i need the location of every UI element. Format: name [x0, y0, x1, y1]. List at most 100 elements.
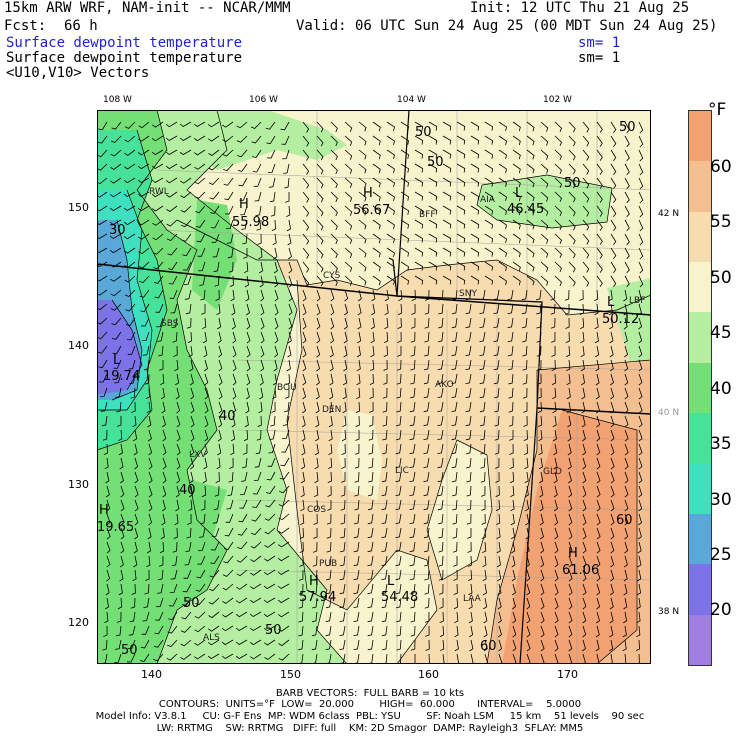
wind-barb — [194, 625, 206, 633]
wind-barb — [260, 345, 265, 358]
lon-label-104w: 104 W — [397, 95, 426, 105]
wind-barb — [480, 485, 486, 497]
contour-label: 50 — [427, 155, 444, 170]
wind-barb — [554, 149, 562, 161]
wind-barb — [465, 331, 472, 342]
wind-barb — [636, 583, 642, 596]
wind-barb — [498, 261, 507, 271]
wind-barb — [180, 177, 192, 184]
wind-barb — [624, 233, 630, 246]
wind-barb — [456, 135, 466, 145]
wind-barb — [131, 583, 136, 595]
wind-barb — [554, 205, 562, 217]
wind-barb — [596, 163, 603, 175]
wind-barb — [442, 177, 452, 187]
wind-barb — [400, 149, 410, 159]
wind-barb — [582, 457, 587, 470]
wind-barb — [467, 528, 472, 539]
wind-barb — [580, 345, 585, 358]
wind-barb — [312, 597, 318, 609]
wind-barb — [115, 639, 122, 650]
wind-barb — [483, 625, 488, 638]
colorbar-label: 40 — [710, 379, 732, 399]
wind-barb — [288, 289, 293, 302]
wind-barb — [594, 331, 599, 344]
wind-barb — [113, 359, 122, 369]
wind-barb — [554, 597, 559, 610]
wind-barb — [182, 597, 192, 606]
wind-barb — [410, 317, 416, 329]
wind-barb — [104, 611, 109, 624]
wind-barb — [156, 597, 164, 608]
wind-barb — [582, 485, 587, 498]
wind-barb — [624, 499, 629, 512]
wind-barb — [222, 135, 234, 143]
wind-barb — [106, 541, 111, 554]
wind-barb — [539, 499, 544, 512]
wind-barb — [340, 527, 346, 539]
wind-barb — [202, 317, 207, 330]
wind-barb — [470, 205, 480, 215]
wind-barb — [582, 219, 590, 231]
wind-barb — [249, 597, 262, 604]
wind-barb — [550, 289, 556, 301]
wind-barb — [330, 303, 335, 316]
wind-barb — [442, 121, 452, 131]
wind-barb — [596, 471, 601, 484]
wind-barb — [383, 345, 388, 357]
wind-barb — [568, 149, 576, 161]
wind-barb — [340, 499, 346, 511]
wind-barb — [511, 569, 516, 582]
wind-barb — [195, 583, 206, 592]
wind-barb — [582, 177, 590, 189]
wind-barb — [451, 401, 458, 412]
wind-barb — [279, 471, 290, 480]
wind-barb — [410, 345, 416, 357]
wind-barb — [278, 639, 290, 647]
wind-barb — [610, 401, 615, 414]
wind-barb — [119, 457, 124, 470]
wind-barb — [244, 275, 249, 288]
wind-barb — [314, 471, 319, 484]
wind-barb — [342, 387, 347, 400]
wind-barb — [225, 513, 234, 523]
wind-barb — [97, 149, 108, 158]
wind-barb — [315, 401, 320, 414]
wind-barb — [315, 387, 320, 400]
wind-barb — [148, 457, 153, 470]
wind-barb — [340, 541, 346, 553]
wind-barb — [284, 177, 290, 189]
wind-barb — [208, 149, 220, 156]
wind-barb — [526, 177, 535, 188]
station-labels: RWL BFF AIA CYS SNY LBF SBS BOU AKO DEN … — [149, 187, 645, 643]
wind-barb — [235, 653, 248, 660]
wind-barb — [235, 625, 248, 631]
wind-barb — [246, 373, 251, 386]
wind-barb — [133, 541, 138, 554]
wind-barb — [245, 387, 250, 400]
station-label: LAA — [463, 594, 482, 604]
wind-barb — [367, 569, 374, 580]
wind-barb — [638, 135, 644, 148]
wind-barb — [484, 653, 488, 664]
wind-barb — [263, 583, 276, 590]
wind-barb — [173, 345, 178, 357]
wind-barb — [181, 611, 192, 620]
contour-label: 40 — [219, 409, 236, 424]
wind-barb — [568, 205, 576, 217]
wind-barb — [240, 485, 248, 496]
wind-barb — [521, 289, 528, 301]
wind-barb — [166, 219, 178, 227]
wind-barb — [511, 555, 516, 568]
wind-barb — [222, 149, 234, 157]
wind-barb — [596, 457, 601, 470]
wind-barb — [258, 401, 263, 414]
wind-barb — [495, 499, 501, 511]
wind-barb — [342, 373, 348, 386]
wind-barb — [328, 415, 333, 428]
wind-barb — [610, 121, 617, 134]
wind-barb — [109, 261, 122, 268]
wind-barb — [358, 163, 367, 174]
wind-barb — [179, 135, 192, 141]
wind-barb — [438, 303, 444, 315]
